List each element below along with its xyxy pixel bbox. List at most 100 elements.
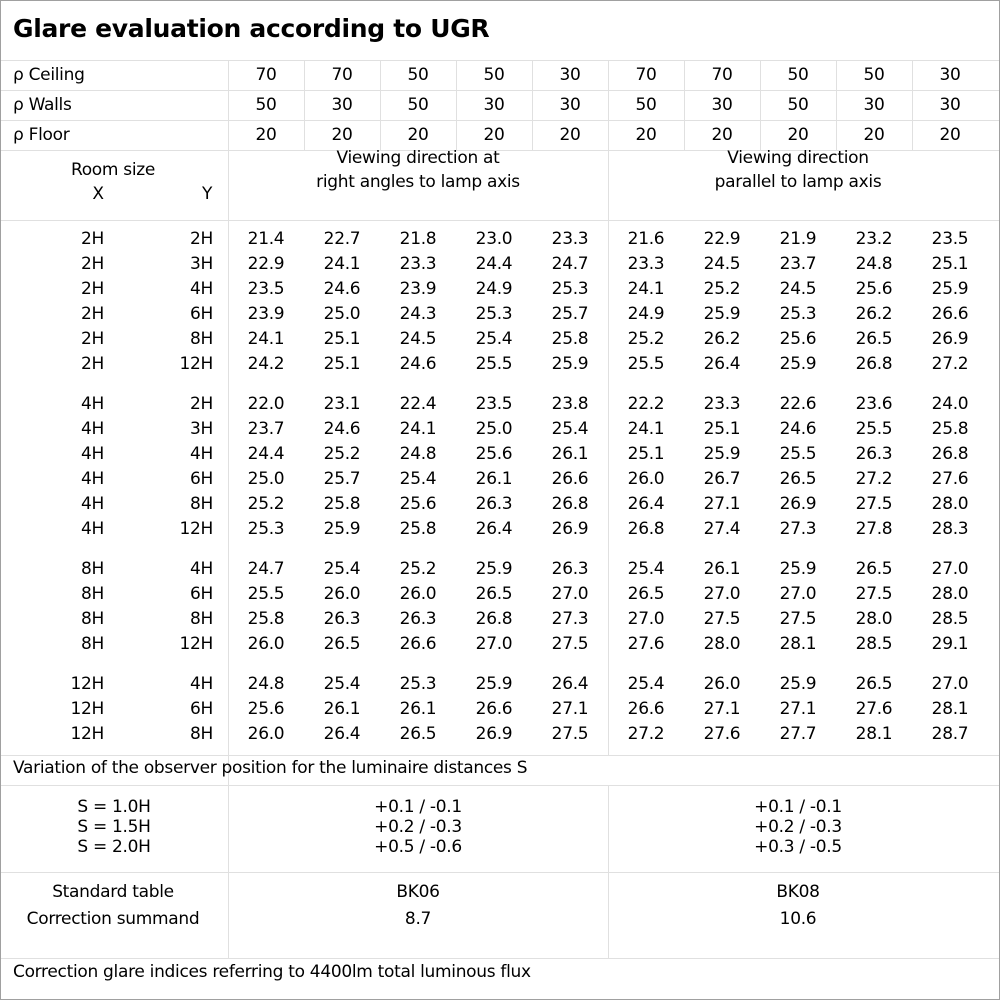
room-y: 12H [179,634,213,654]
ugr-value: 26.3 [551,559,589,579]
ugr-value: 26.7 [703,469,741,489]
reflectance-value: 20 [331,125,353,145]
ugr-value: 26.1 [323,699,361,719]
room-x: 2H [81,304,104,324]
ugr-value: 26.5 [627,584,665,604]
ugr-value: 25.1 [627,444,665,464]
ugr-value: 21.6 [627,229,665,249]
ugr-value: 28.7 [931,724,969,744]
correction-summand-parallel: 10.6 [779,909,817,929]
ugr-value: 28.0 [931,494,969,514]
ugr-value: 22.9 [247,254,285,274]
ugr-value: 25.4 [551,419,589,439]
divider [532,60,533,150]
reflectance-value: 50 [255,95,277,115]
ugr-value: 25.2 [323,444,361,464]
ugr-value: 23.3 [551,229,589,249]
ugr-value: 25.2 [399,559,437,579]
ugr-value: 28.0 [931,584,969,604]
room-x: 12H [70,699,104,719]
ugr-value: 27.6 [931,469,969,489]
reflectance-value: 50 [787,95,809,115]
ugr-value: 24.5 [399,329,437,349]
ugr-value: 26.4 [627,494,665,514]
ugr-value: 22.6 [779,394,817,414]
ugr-value: 25.8 [931,419,969,439]
ugr-value: 21.8 [399,229,437,249]
viewing-parallel-label: Viewing direction [727,148,869,168]
room-y: 8H [190,494,213,514]
reflectance-value: 70 [331,65,353,85]
spacing-label: S = 1.5H [77,817,151,837]
spacing-label: S = 2.0H [77,837,151,857]
reflectance-value: 30 [559,65,581,85]
ugr-value: 25.7 [323,469,361,489]
divider [1,60,999,61]
room-x: 4H [81,494,104,514]
ugr-value: 25.4 [399,469,437,489]
ugr-value: 26.0 [323,584,361,604]
ugr-value: 26.0 [247,634,285,654]
ugr-value: 25.0 [247,469,285,489]
reflectance-value: 70 [635,65,657,85]
ugr-value: 25.9 [323,519,361,539]
ugr-value: 23.0 [475,229,513,249]
variation-right-angles: +0.5 / -0.6 [374,837,462,857]
ugr-value: 21.9 [779,229,817,249]
ugr-value: 27.8 [855,519,893,539]
reflectance-value: 30 [711,95,733,115]
variation-right-angles: +0.1 / -0.1 [374,797,462,817]
ugr-value: 24.1 [247,329,285,349]
ugr-value: 25.3 [247,519,285,539]
ugr-value: 25.6 [247,699,285,719]
ugr-value: 25.4 [627,559,665,579]
ugr-value: 25.6 [399,494,437,514]
room-x: 8H [81,559,104,579]
ugr-value: 24.6 [323,419,361,439]
ugr-value: 24.2 [247,354,285,374]
ugr-value: 25.2 [703,279,741,299]
ugr-value: 25.5 [855,419,893,439]
ugr-value: 24.6 [779,419,817,439]
divider [1,872,999,873]
ugr-value: 27.2 [855,469,893,489]
reflectance-label: ρ Floor [13,125,70,145]
ugr-value: 25.8 [323,494,361,514]
ugr-value: 26.8 [475,609,513,629]
ugr-value: 27.2 [627,724,665,744]
ugr-value: 27.5 [855,494,893,514]
ugr-value: 23.2 [855,229,893,249]
ugr-value: 24.6 [323,279,361,299]
ugr-value: 22.9 [703,229,741,249]
ugr-value: 27.6 [703,724,741,744]
ugr-value: 26.3 [399,609,437,629]
ugr-value: 29.1 [931,634,969,654]
ugr-value: 28.1 [855,724,893,744]
divider [1,90,999,91]
divider [1,220,999,221]
ugr-value: 27.0 [931,559,969,579]
ugr-value: 25.3 [475,304,513,324]
reflectance-value: 20 [559,125,581,145]
divider [684,60,685,150]
ugr-value: 26.3 [855,444,893,464]
ugr-value: 27.6 [855,699,893,719]
room-y: 4H [190,559,213,579]
ugr-value: 27.5 [779,609,817,629]
divider [912,60,913,150]
ugr-value: 24.7 [247,559,285,579]
ugr-value: 21.4 [247,229,285,249]
reflectance-value: 20 [255,125,277,145]
ugr-value: 27.1 [779,699,817,719]
reflectance-value: 30 [559,95,581,115]
correction-summand-label: Correction summand [26,909,200,929]
ugr-value: 25.4 [475,329,513,349]
ugr-value: 27.0 [551,584,589,604]
divider [456,60,457,150]
variation-right-angles: +0.2 / -0.3 [374,817,462,837]
ugr-value: 26.0 [399,584,437,604]
variation-parallel: +0.1 / -0.1 [754,797,842,817]
ugr-value: 25.5 [779,444,817,464]
room-x: 2H [81,229,104,249]
divider [608,150,609,755]
